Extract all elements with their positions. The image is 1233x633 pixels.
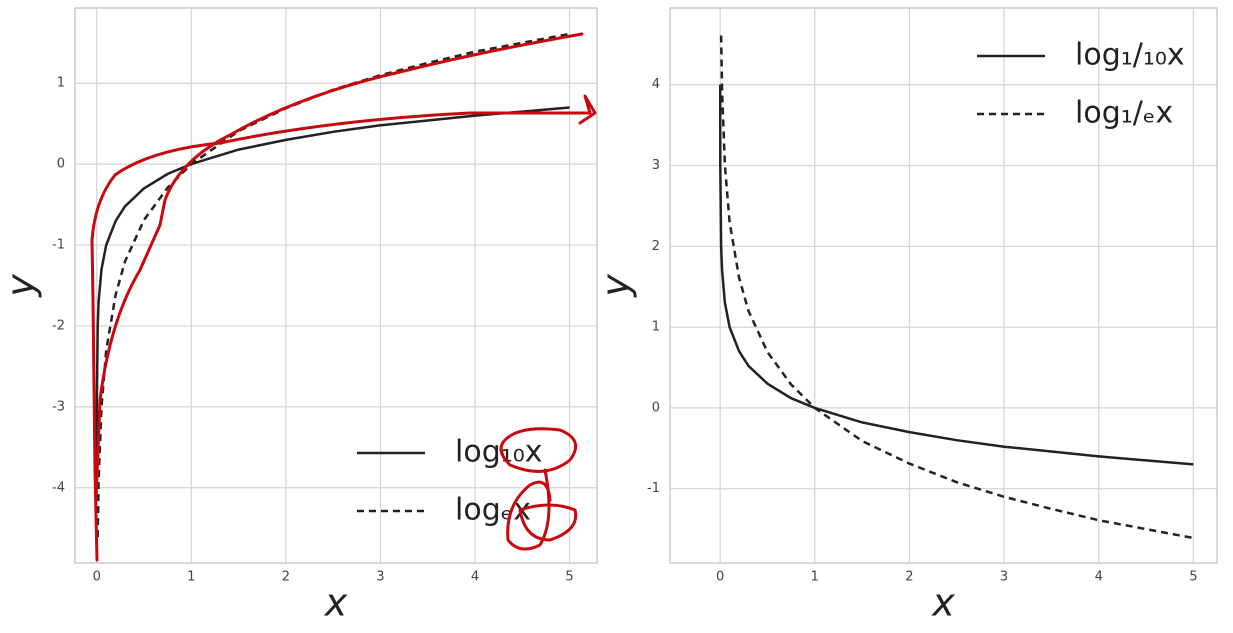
y-tick-label: 0 — [57, 157, 65, 172]
y-tick-label: -2 — [52, 318, 65, 333]
annotation-stroke — [506, 468, 552, 551]
legend-label: log₁₀x — [455, 435, 543, 470]
x-tick-label: 3 — [376, 570, 384, 585]
y-tick-label: -1 — [52, 238, 65, 253]
x-axis-label: x — [931, 581, 955, 625]
annotation-stroke — [499, 427, 578, 473]
x-tick-label: 0 — [716, 570, 724, 585]
series-line — [719, 35, 1194, 540]
y-axis-label: y — [0, 274, 43, 298]
plot-frame — [669, 7, 1218, 564]
x-tick-label: 5 — [1189, 570, 1197, 585]
x-axis-label: x — [324, 581, 348, 625]
x-tick-label: 3 — [1000, 570, 1008, 585]
x-tick-label: 4 — [1095, 570, 1103, 585]
plot-frame — [74, 7, 598, 564]
y-tick-label: 2 — [652, 239, 660, 254]
x-tick-label: 4 — [471, 570, 479, 585]
y-axis-label: y — [594, 274, 638, 298]
red-annotations — [90, 32, 597, 562]
x-tick-label: 2 — [905, 570, 913, 585]
x-tick-label: 1 — [187, 570, 195, 585]
y-tick-label: 4 — [652, 77, 660, 92]
y-tick-label: -3 — [52, 399, 65, 414]
y-tick-label: 3 — [652, 158, 660, 173]
x-tick-label: 2 — [282, 570, 290, 585]
annotation-stroke — [94, 32, 584, 502]
x-tick-label: 0 — [93, 570, 101, 585]
y-tick-label: -4 — [52, 480, 65, 495]
annotation-stroke — [90, 94, 597, 562]
y-tick-label: 1 — [652, 320, 660, 335]
y-tick-label: 1 — [57, 76, 65, 91]
series-line — [95, 106, 570, 488]
y-tick-label: 0 — [652, 400, 660, 415]
legend-label: log₁/₁₀x — [1075, 38, 1185, 73]
x-tick-label: 5 — [565, 570, 573, 585]
x-tick-label: 1 — [811, 570, 819, 585]
annotation-stroke — [518, 503, 578, 542]
legend-label: log₁/ₑx — [1075, 96, 1173, 131]
series-line — [718, 84, 1194, 466]
y-tick-label: -1 — [647, 481, 660, 496]
